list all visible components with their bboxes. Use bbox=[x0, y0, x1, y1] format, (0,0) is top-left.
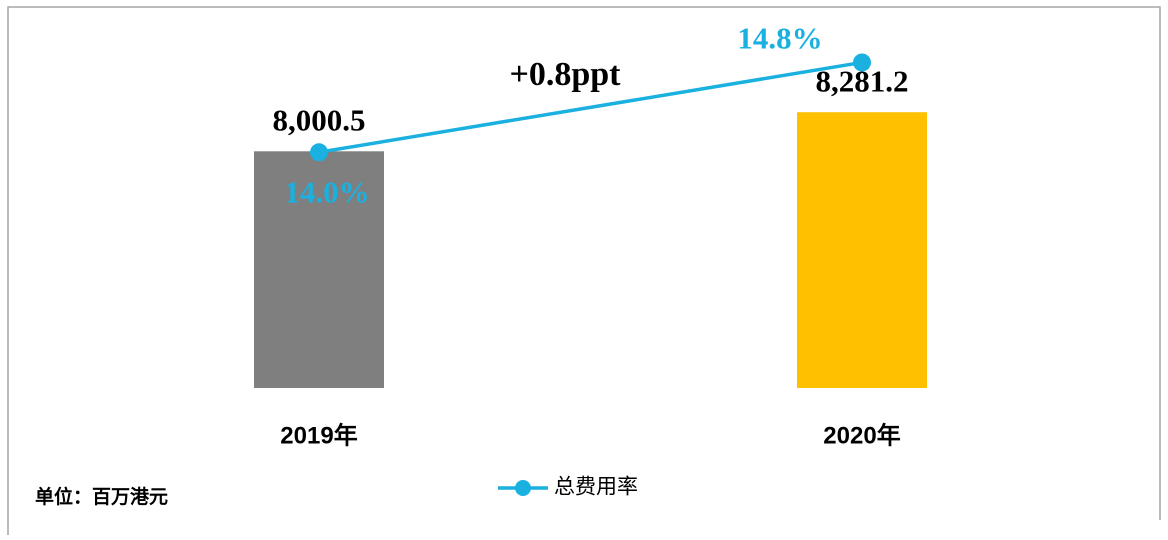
x-tick-label: 2020年 bbox=[823, 421, 900, 449]
legend-marker bbox=[515, 480, 531, 496]
line-marker bbox=[853, 53, 871, 72]
bar bbox=[797, 112, 927, 389]
data-label: 8,000.5 bbox=[273, 102, 366, 137]
unit-label: 单位：百万港元 bbox=[35, 485, 168, 508]
frame bbox=[7, 6, 1161, 535]
data-label: 14.8% bbox=[737, 21, 822, 56]
bar bbox=[254, 151, 384, 388]
line-marker bbox=[310, 143, 328, 162]
data-label: 14.0% bbox=[284, 174, 369, 209]
x-tick-label: 2019年 bbox=[280, 421, 357, 449]
line bbox=[318, 60, 863, 154]
legend-label: 总费用率 bbox=[554, 476, 638, 499]
annotation: +0.8ppt bbox=[509, 56, 621, 93]
